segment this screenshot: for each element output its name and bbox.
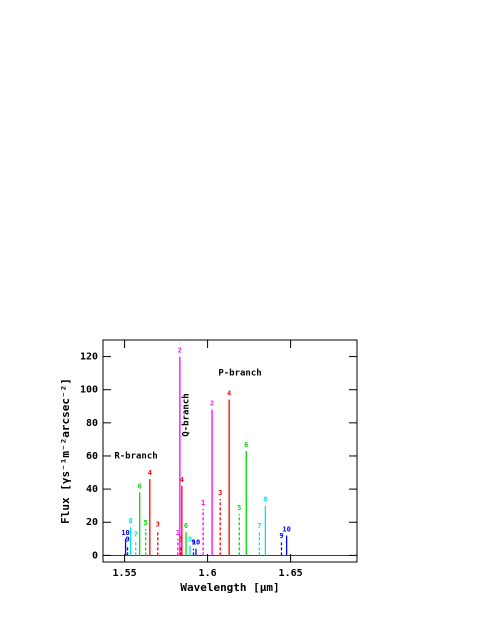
y-tick-label: 80	[86, 418, 98, 429]
line-label: 3	[179, 535, 183, 543]
line-label: 7	[257, 522, 261, 530]
line-label: 4	[227, 390, 231, 398]
line-label: 7	[134, 530, 138, 538]
x-tick-label: 1.6	[199, 568, 217, 579]
line-label: 2	[210, 400, 214, 408]
line-label: 10	[121, 529, 129, 537]
y-tick-label: 120	[80, 352, 98, 363]
y-tick-label: 100	[80, 385, 98, 396]
y-tick-label: 0	[92, 550, 98, 561]
line-label: 1	[176, 529, 180, 537]
line-label: 9	[125, 535, 129, 543]
branch-annotation: Q-branch	[182, 393, 192, 436]
line-label: 5	[237, 504, 241, 512]
line-label: 9	[191, 539, 195, 547]
y-axis-title: Flux [γs⁻¹m⁻²arcsec⁻²]	[59, 378, 72, 524]
line-label: 6	[184, 522, 188, 530]
x-tick-label: 1.65	[279, 568, 303, 579]
line-label: 4	[148, 469, 152, 477]
y-tick-label: 60	[86, 451, 98, 462]
y-tick-label: 40	[86, 484, 98, 495]
line-label: 9	[279, 532, 283, 540]
line-label: 4	[180, 476, 184, 484]
line-label: 8	[263, 496, 267, 504]
line-label: 8	[188, 535, 192, 543]
line-label: 3	[156, 521, 160, 529]
y-tick-label: 20	[86, 517, 98, 528]
line-label: 6	[138, 482, 142, 490]
line-label: 2	[178, 347, 182, 355]
x-axis-title: Wavelength [μm]	[180, 581, 279, 594]
branch-annotation: P-branch	[218, 369, 261, 379]
x-tick-label: 1.55	[113, 568, 137, 579]
branch-annotation: R-branch	[114, 452, 157, 462]
line-label: 8	[128, 517, 132, 525]
line-label: 3	[218, 489, 222, 497]
line-label: 6	[244, 441, 248, 449]
line-label: 1	[201, 499, 205, 507]
line-label: 10	[282, 525, 290, 533]
line-label: 10	[192, 539, 200, 547]
line-label: 5	[144, 519, 148, 527]
plot-frame	[102, 339, 358, 563]
